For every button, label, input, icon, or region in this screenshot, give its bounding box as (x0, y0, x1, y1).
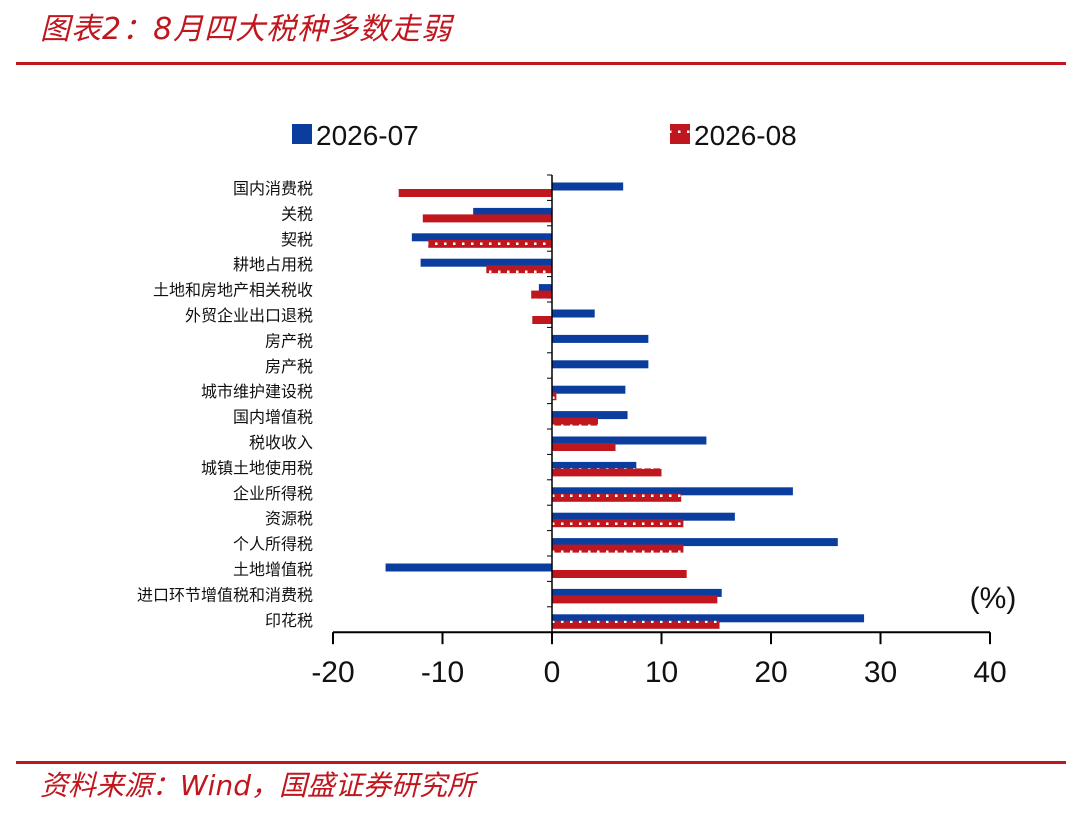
bar-2026-08-0 (398, 189, 552, 197)
category-label: 耕地占用税 (233, 255, 313, 274)
axes-group: -20 -10 0 10 20 30 40 (311, 174, 1007, 689)
x-tick-label: 10 (645, 656, 678, 689)
bar-2026-07-12 (552, 487, 793, 496)
legend-swatch-2026-07 (292, 124, 312, 144)
category-label: 国内消费税 (233, 179, 313, 198)
bar-2026-07-3 (420, 258, 552, 267)
bar-2026-08-13 (552, 519, 684, 528)
x-tick-label: 0 (544, 656, 561, 689)
legend-swatch-2026-08 (670, 124, 690, 144)
category-label: 城镇土地使用税 (201, 458, 313, 477)
bar-2026-07-1 (473, 207, 552, 216)
bar-2026-08-16 (552, 595, 718, 604)
category-label: 企业所得税 (233, 484, 313, 503)
bar-2026-07-0 (552, 182, 624, 191)
bar-2026-08-15 (552, 570, 687, 578)
bar-2026-08-1 (422, 214, 552, 223)
x-tick-label: -20 (311, 656, 354, 689)
category-label: 土地和房地产相关税收 (153, 281, 313, 300)
bar-2026-08-8 (552, 392, 557, 401)
category-label: 房产税 (265, 331, 313, 350)
bar-2026-07-11 (552, 461, 637, 470)
bar-2026-08-17 (552, 620, 720, 629)
bar-2026-07-6 (552, 334, 649, 343)
bar-2026-08-12 (552, 493, 682, 502)
bar-chart: 2026-07 2026-08 国内消费税关税契税耕地占用税土地和房地产相关税收外… (137, 120, 1017, 689)
bar-2026-07-4 (538, 284, 552, 293)
bars-group (385, 182, 865, 629)
bar-2026-07-10 (552, 436, 707, 445)
source-note: 资料来源：Wind，国盛证券研究所 (40, 769, 475, 802)
category-label: 进口环节增值税和消费税 (137, 585, 313, 604)
bar-2026-08-9 (552, 417, 598, 426)
x-tick-label: -10 (421, 656, 464, 689)
top-divider (16, 62, 1066, 65)
category-labels: 国内消费税关税契税耕地占用税土地和房地产相关税收外贸企业出口退税房产税房产税城市… (137, 179, 313, 630)
category-label: 城市维护建设税 (201, 382, 313, 401)
legend: 2026-07 2026-08 (292, 120, 797, 151)
bar-2026-07-13 (552, 512, 735, 521)
bar-2026-07-2 (411, 233, 552, 242)
bar-2026-08-11 (552, 468, 662, 477)
bar-2026-08-10 (552, 443, 616, 451)
bar-2026-07-17 (552, 614, 865, 623)
bar-2026-07-5 (552, 309, 595, 318)
legend-label: 2026-08 (694, 120, 797, 151)
x-tick-label: 20 (754, 656, 787, 689)
bar-2026-08-4 (531, 290, 552, 299)
category-label: 土地增值税 (233, 560, 313, 579)
bar-2026-08-5 (532, 316, 552, 324)
bar-2026-07-14 (552, 538, 838, 547)
bar-2026-07-15 (385, 563, 552, 572)
category-label: 个人所得税 (233, 535, 313, 554)
legend-label: 2026-07 (316, 120, 419, 151)
bar-2026-07-9 (552, 411, 628, 420)
category-label: 契税 (281, 230, 313, 249)
bar-2026-07-7 (552, 360, 649, 369)
bar-2026-07-16 (552, 588, 722, 597)
bar-2026-07-8 (552, 385, 626, 394)
category-label: 外贸企业出口退税 (185, 306, 313, 325)
unit-label: (%) (970, 582, 1017, 615)
category-label: 关税 (281, 204, 313, 223)
category-label: 印花税 (265, 611, 313, 630)
x-tick-label: 40 (973, 656, 1006, 689)
category-label: 房产税 (265, 357, 313, 376)
category-label: 资源税 (265, 509, 313, 528)
bottom-divider (16, 761, 1066, 764)
bar-2026-08-14 (552, 544, 684, 553)
x-tick-label: 30 (864, 656, 897, 689)
bar-2026-08-2 (428, 239, 552, 248)
bar-2026-08-3 (486, 265, 552, 274)
category-label: 国内增值税 (233, 408, 313, 427)
chart-title: 图表2：8月四大税种多数走弱 (40, 12, 453, 47)
category-label: 税收收入 (249, 433, 313, 452)
